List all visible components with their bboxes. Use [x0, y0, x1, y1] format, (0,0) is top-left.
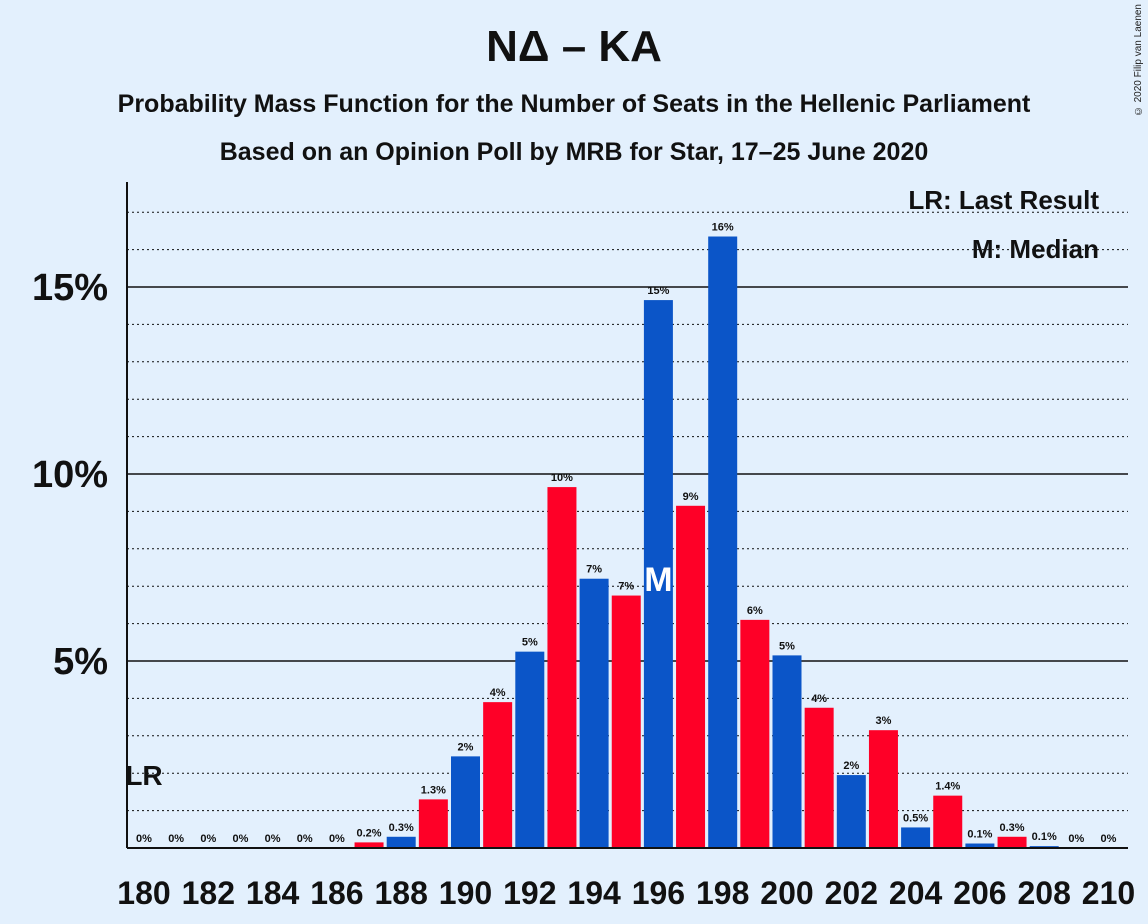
data-label: 2% [843, 760, 859, 772]
x-tick-label: 204 [889, 875, 943, 911]
x-tick-label: 208 [1018, 875, 1071, 911]
data-label: 1.3% [421, 784, 446, 796]
median-marker: M [644, 561, 672, 599]
bar [515, 651, 545, 848]
data-label: 7% [618, 581, 634, 593]
data-label: 4% [811, 693, 827, 705]
bar [804, 707, 834, 848]
bar [836, 775, 866, 848]
x-tick-label: 210 [1082, 875, 1135, 911]
bar [547, 487, 577, 848]
bar [997, 836, 1027, 848]
x-tick-label: 202 [825, 875, 878, 911]
x-tick-label: 206 [953, 875, 1006, 911]
data-label: 0% [200, 833, 216, 845]
x-tick-label: 192 [503, 875, 556, 911]
data-label: 4% [490, 687, 506, 699]
chart-subtitle: Probability Mass Function for the Number… [117, 90, 1031, 118]
data-label: 3% [875, 715, 891, 727]
data-label: 16% [712, 222, 734, 234]
last-result-marker: LR [125, 760, 162, 791]
bar [611, 595, 641, 848]
x-tick-label: 188 [375, 875, 428, 911]
data-label: 0.3% [389, 822, 414, 834]
y-tick-label: 15% [32, 267, 108, 309]
bar [483, 702, 513, 848]
data-label: 1.4% [935, 781, 960, 793]
axes: 5% 10% 15% 180 182 184 186 188 190 192 194 196 198 20… [32, 182, 1135, 911]
data-label: 0.1% [967, 829, 992, 841]
y-tick-label: 5% [53, 641, 108, 683]
chart-title: ΝΔ – ΚΑ [486, 22, 662, 71]
data-label: 0% [265, 833, 281, 845]
data-label: 9% [683, 491, 699, 503]
data-label: 5% [779, 640, 795, 652]
bar [386, 836, 416, 848]
bar [772, 655, 802, 848]
data-label: 0.2% [357, 827, 382, 839]
x-tick-label: 200 [760, 875, 813, 911]
bar [868, 730, 898, 848]
data-labels: 0% 0% 0% 0% 0% 0% 0% 0.2% 0.3% 1.3% 2% 4% 5% 10% 7% 7% 1… [125, 222, 1116, 845]
data-label: 10% [551, 472, 573, 484]
bar [933, 795, 963, 848]
data-label: 0% [232, 833, 248, 845]
bar [579, 578, 609, 848]
chart-subtitle-2: Based on an Opinion Poll by MRB for Star… [219, 138, 929, 166]
data-label: 0.5% [903, 812, 928, 824]
bar [451, 756, 480, 848]
data-label: 7% [586, 564, 602, 576]
bar [354, 842, 384, 848]
bars [354, 236, 1059, 849]
bar [676, 505, 706, 848]
bar [901, 827, 931, 848]
legend: LR: Last Result M: Median [908, 185, 1099, 264]
data-label: 0.1% [1032, 831, 1057, 843]
bar [965, 843, 995, 848]
bar [643, 300, 673, 849]
x-tick-label: 186 [310, 875, 363, 911]
data-label: 0% [168, 833, 184, 845]
bar [418, 799, 448, 848]
data-label: 0% [297, 833, 313, 845]
bar [740, 619, 770, 848]
data-label: 0.3% [1000, 822, 1025, 834]
x-tick-label: 196 [632, 875, 685, 911]
bar [708, 236, 738, 848]
x-tick-label: 180 [117, 875, 170, 911]
legend-entry: M: Median [972, 234, 1099, 264]
data-label: 0% [136, 833, 152, 845]
x-tick-label: 194 [567, 875, 621, 911]
x-tick-label: 198 [696, 875, 749, 911]
data-label: 0% [329, 833, 345, 845]
data-label: 15% [647, 285, 669, 297]
legend-entry: LR: Last Result [908, 185, 1099, 215]
x-tick-label: 184 [246, 875, 300, 911]
y-tick-label: 10% [32, 454, 108, 496]
data-label: 6% [747, 605, 763, 617]
data-label: 0% [1101, 833, 1117, 845]
data-label: 0% [1068, 833, 1084, 845]
data-label: 2% [458, 741, 474, 753]
x-tick-label: 190 [439, 875, 492, 911]
data-label: 5% [522, 637, 538, 649]
x-tick-label: 182 [182, 875, 235, 911]
